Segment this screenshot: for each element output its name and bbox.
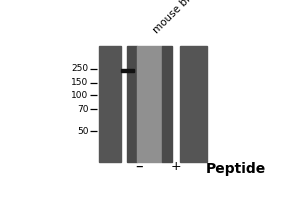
Text: 70: 70	[77, 105, 89, 114]
Text: 100: 100	[71, 91, 89, 100]
Text: mouse brain: mouse brain	[152, 0, 205, 35]
Bar	[137, 46, 162, 162]
Bar	[99, 46, 121, 162]
Bar	[127, 46, 137, 162]
Bar	[121, 69, 134, 72]
Bar	[181, 46, 207, 162]
Text: 250: 250	[71, 64, 89, 73]
Text: 150: 150	[71, 78, 89, 87]
Text: Peptide: Peptide	[206, 162, 266, 176]
Text: 50: 50	[77, 127, 89, 136]
Text: –: –	[135, 158, 142, 173]
Text: +: +	[170, 160, 181, 173]
Bar	[162, 46, 172, 162]
